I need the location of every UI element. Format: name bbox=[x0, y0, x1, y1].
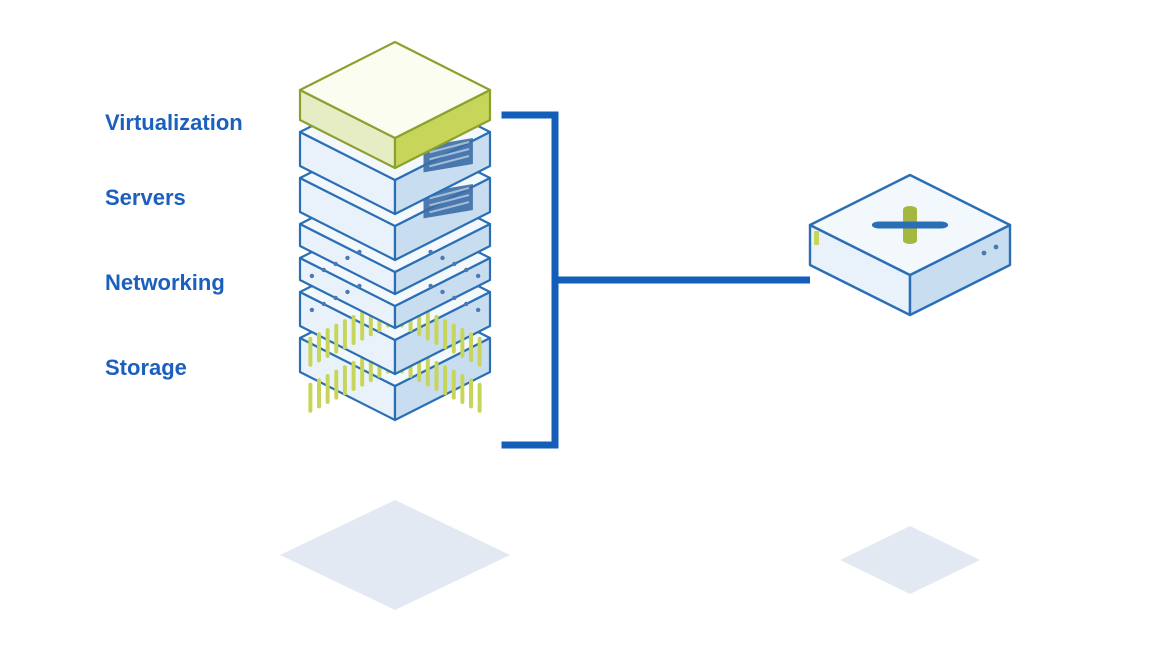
diagram-canvas: { "labels": { "virtualization": "Virtual… bbox=[0, 0, 1150, 650]
shadow bbox=[840, 526, 980, 594]
appliance-box bbox=[810, 175, 1010, 315]
bracket bbox=[505, 115, 555, 445]
shadow bbox=[280, 500, 510, 610]
diagram-svg bbox=[0, 0, 1150, 650]
